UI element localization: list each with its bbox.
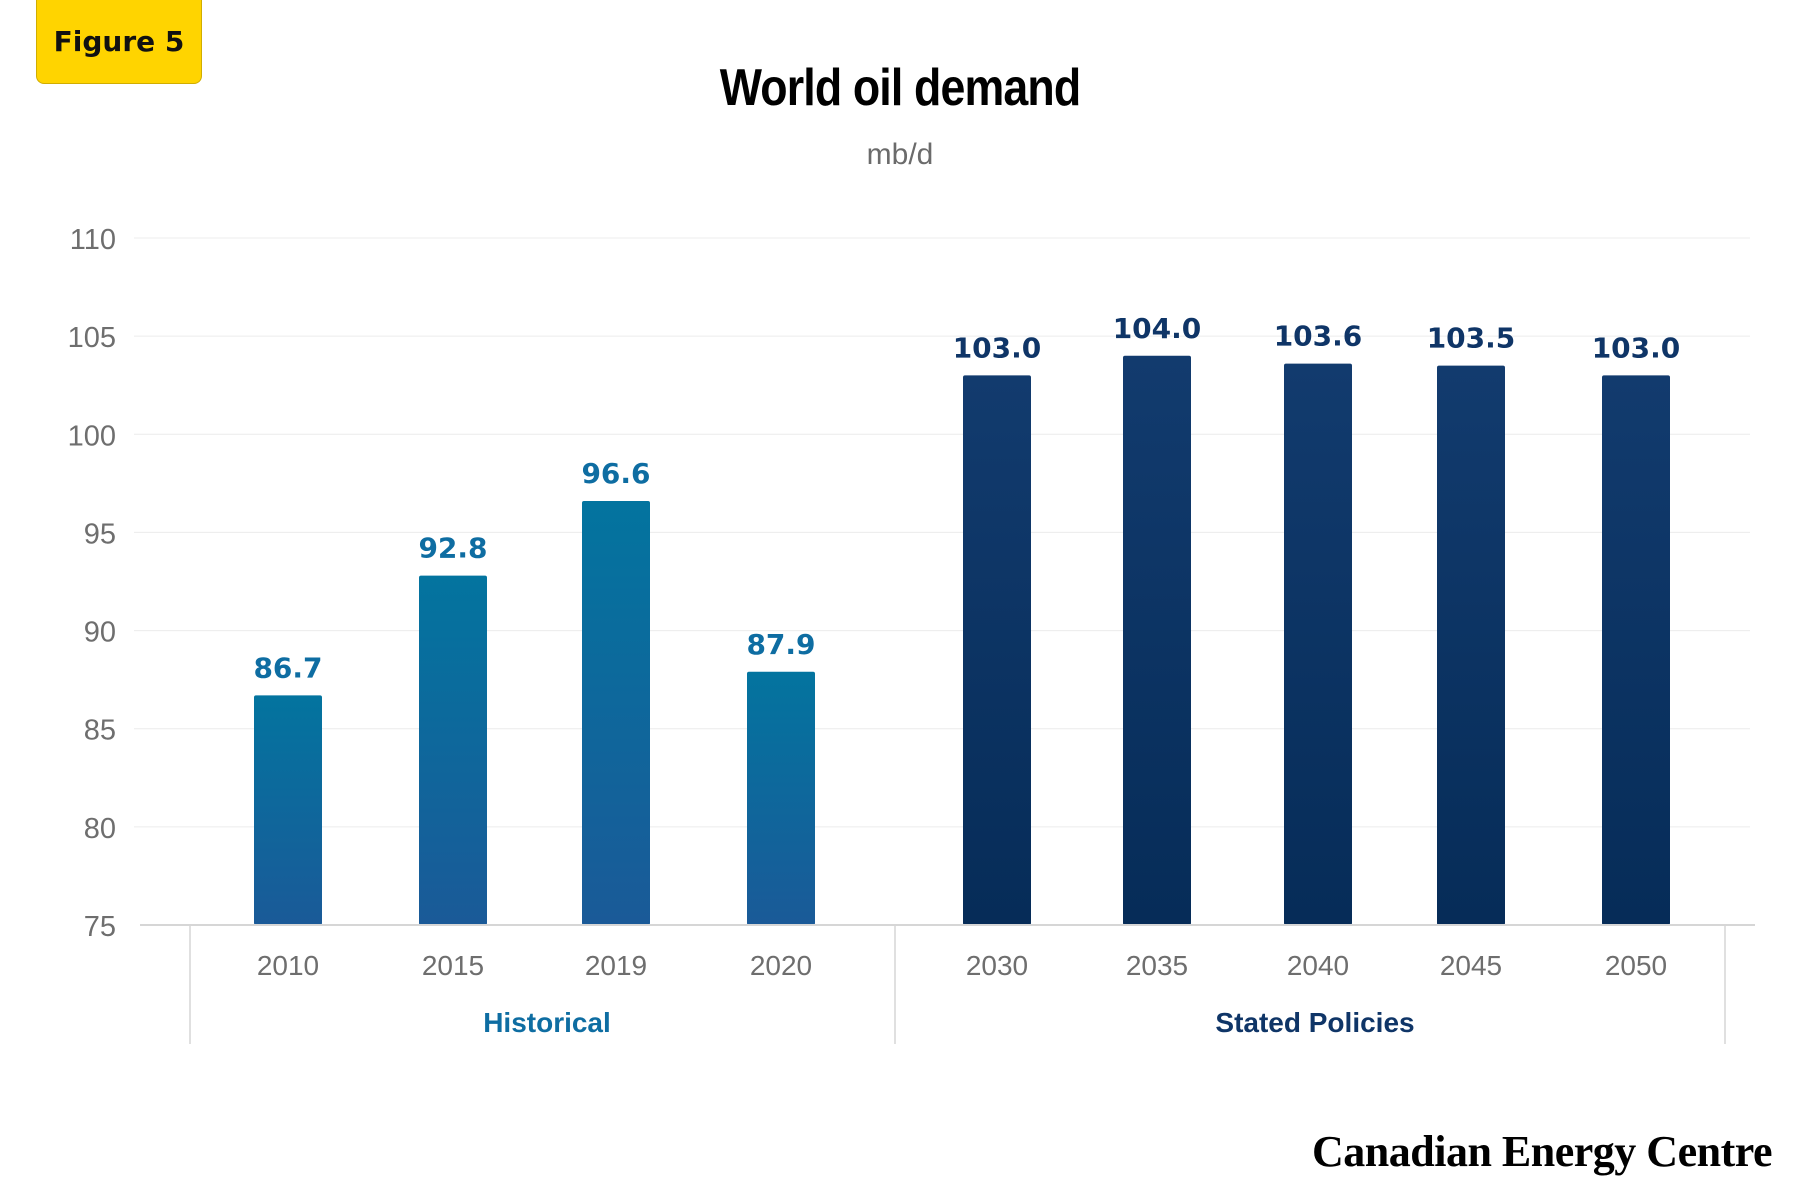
x-tick-label: 2035: [1126, 950, 1188, 981]
x-tick-label: 2015: [422, 950, 484, 981]
x-tick-label: 2020: [750, 950, 812, 981]
bar-value-label: 92.8: [418, 532, 487, 565]
bar-value-label: 103.0: [953, 331, 1042, 364]
y-tick-label: 80: [84, 813, 116, 845]
x-tick-label: 2050: [1605, 950, 1667, 981]
x-tick-label: 2010: [257, 950, 319, 981]
y-tick-label: 90: [84, 617, 116, 649]
x-tick-label: 2045: [1440, 950, 1502, 981]
x-tick-label: 2040: [1287, 950, 1349, 981]
bar-2030: [963, 375, 1031, 925]
y-tick-label: 85: [84, 715, 116, 747]
figure-label-badge: Figure 5: [36, 0, 202, 84]
bar-value-label: 87.9: [746, 628, 815, 661]
y-tick-label: 105: [68, 322, 116, 354]
bar-value-label: 104.0: [1113, 312, 1202, 345]
bar-2015: [419, 575, 487, 925]
x-tick-label: 2030: [966, 950, 1028, 981]
bar-2020: [747, 671, 815, 925]
brand-logo-text: Canadian Energy Centre: [1312, 1127, 1772, 1176]
bar-2040: [1284, 363, 1352, 925]
bar-value-label: 86.7: [253, 651, 322, 684]
y-tick-label: 110: [70, 224, 116, 256]
y-tick-label: 75: [84, 911, 116, 943]
bar-value-label: 103.6: [1274, 320, 1363, 353]
bar-value-label: 103.0: [1592, 331, 1681, 364]
bar-value-label: 103.5: [1427, 322, 1516, 355]
bar-2019: [582, 501, 650, 925]
chart-subtitle: mb/d: [866, 138, 934, 171]
bar-value-label: 96.6: [581, 457, 650, 490]
bar-2045: [1437, 365, 1505, 926]
y-tick-label: 100: [68, 420, 116, 452]
y-tick-label: 95: [84, 518, 116, 550]
x-tick-label: 2019: [585, 950, 647, 981]
chart-title: World oil demand: [719, 59, 1081, 117]
bar-2050: [1602, 375, 1670, 925]
group-label-historical: Historical: [483, 1007, 611, 1038]
bar-2010: [254, 695, 322, 925]
bar-2035: [1123, 355, 1191, 925]
group-label-policies: Stated Policies: [1215, 1007, 1414, 1038]
